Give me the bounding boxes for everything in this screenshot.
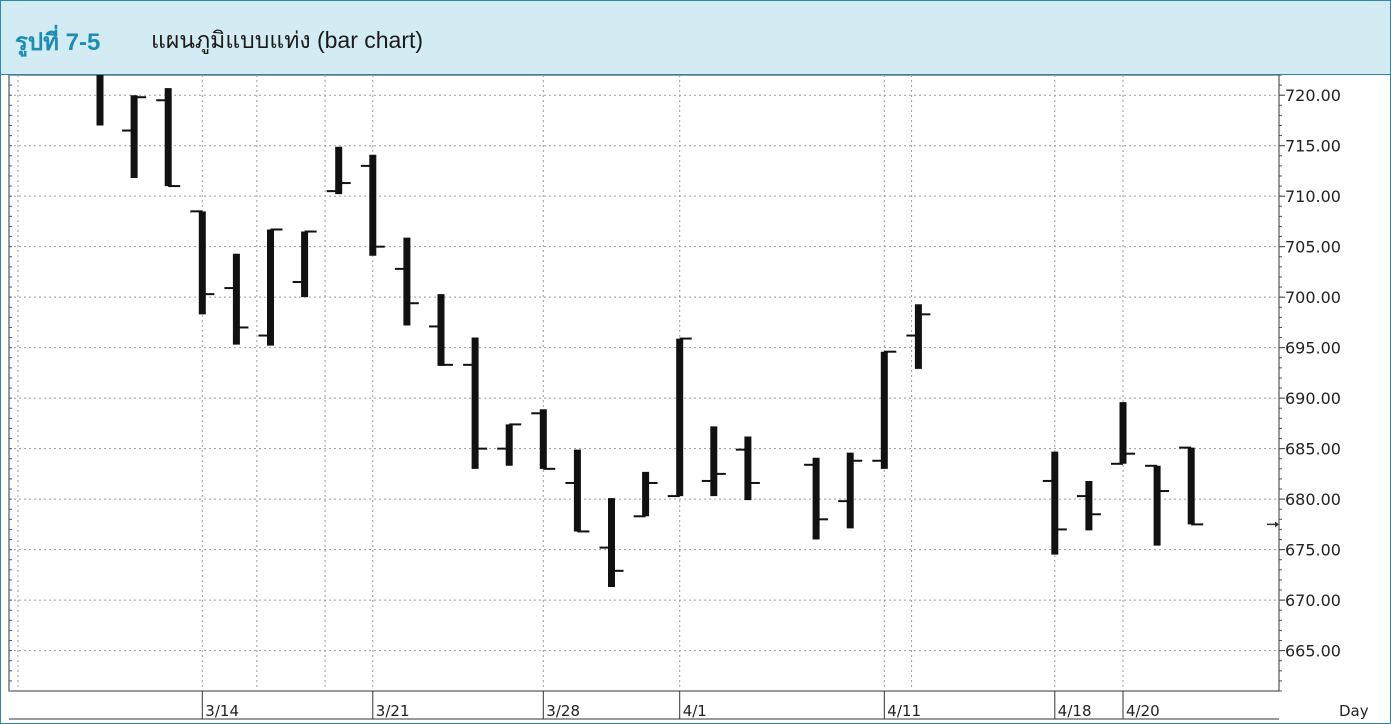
ohlc-bar-chart: 720.00 715.00 710.00 705.00 700.00 695.00 690.… <box>8 75 1369 720</box>
figure-header: รูปที่ 7-5 แผนภูมิแบบแท่ง (bar chart) <box>1 1 1390 75</box>
last-price-arrow <box>1275 521 1279 528</box>
ohlc-bar <box>531 409 556 470</box>
x-tick-label: 4/20 <box>1126 702 1160 720</box>
figure-number: รูปที่ 7-5 <box>15 29 101 56</box>
y-tick-label: 705.00 <box>1285 238 1341 257</box>
plot-area <box>8 75 1280 692</box>
y-tick-label: 665.00 <box>1285 642 1341 661</box>
ohlc-bar <box>122 95 147 179</box>
ohlc-bar <box>224 253 249 345</box>
ohlc-bar <box>463 337 488 469</box>
ohlc-bar <box>292 230 317 298</box>
ohlc-bar <box>1145 464 1170 546</box>
ohlc-bar <box>1111 402 1135 465</box>
y-tick-label: 710.00 <box>1285 187 1341 206</box>
ohlc-bar <box>667 337 692 498</box>
x-tick-label: 3/14 <box>205 702 239 720</box>
x-tick-label: 4/1 <box>683 702 707 720</box>
x-tick-label: 4/11 <box>887 702 921 720</box>
ohlc-bar <box>565 449 590 533</box>
x-tick-label: 3/21 <box>376 702 410 720</box>
ohlc-bar <box>906 304 931 369</box>
ohlc-bar <box>633 471 658 518</box>
ohlc-bar <box>872 350 897 469</box>
y-tick-label: 680.00 <box>1285 490 1341 509</box>
y-tick-label: 695.00 <box>1285 339 1341 358</box>
ohlc-bar <box>599 498 624 587</box>
ohlc-bar <box>735 436 760 501</box>
x-axis-title: Day <box>1339 702 1369 720</box>
ohlc-bar <box>190 210 215 315</box>
ohlc-bar <box>156 88 181 188</box>
minor-ticks <box>9 75 1282 692</box>
y-tick-label: 715.00 <box>1285 137 1341 156</box>
y-axis-labels: 720.00 715.00 710.00 705.00 700.00 695.00 690.… <box>1285 86 1341 660</box>
y-tick-label: 675.00 <box>1285 541 1341 560</box>
ohlc-bar <box>394 237 419 326</box>
ohlc-bar <box>1179 446 1204 526</box>
ohlc-bar <box>429 294 453 366</box>
x-tick-label: 4/18 <box>1058 702 1092 720</box>
y-tick-label: 720.00 <box>1285 86 1341 105</box>
figure-title: แผนภูมิแบบแท่ง (bar chart) <box>151 27 424 53</box>
ohlc-bar <box>497 423 522 466</box>
x-axis-labels: 3/14 3/21 3/28 4/1 4/11 4/18 4/20 <box>205 702 1159 720</box>
ohlc-bar <box>1042 451 1067 555</box>
ohlc-bar <box>360 154 385 256</box>
ohlc-bar <box>326 146 351 195</box>
y-tick-label: 685.00 <box>1285 440 1341 459</box>
ohlc-bar <box>838 452 863 529</box>
y-tick-label: 700.00 <box>1285 288 1341 307</box>
ohlc-bar <box>804 457 829 540</box>
y-tick-label: 670.00 <box>1285 591 1341 610</box>
ohlc-bar <box>258 228 283 346</box>
ohlc-bar <box>701 426 726 497</box>
x-tick-label: 3/28 <box>546 702 580 720</box>
y-tick-label: 690.00 <box>1285 389 1341 408</box>
ohlc-bar <box>1076 480 1101 531</box>
price-bars <box>96 75 1279 587</box>
